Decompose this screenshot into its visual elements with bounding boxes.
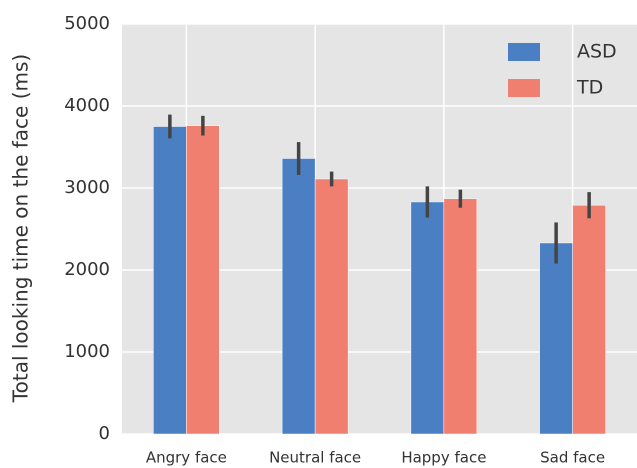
legend-label: TD: [576, 77, 603, 99]
y-tick-label: 5000: [64, 13, 110, 34]
bar: [314, 178, 349, 435]
x-tick-label: Angry face: [146, 449, 227, 467]
x-tick-label: Happy face: [401, 449, 486, 467]
bar: [443, 198, 478, 435]
bar: [186, 125, 220, 435]
x-tick-label: Neutral face: [269, 449, 361, 467]
y-tick-label: 3000: [64, 177, 110, 198]
y-tick-label: 0: [99, 423, 110, 444]
bar: [410, 201, 445, 435]
x-tick-label: Sad face: [540, 449, 605, 467]
bar: [539, 242, 573, 435]
bar: [153, 126, 187, 435]
legend-label: ASD: [577, 41, 617, 63]
y-tick-label: 1000: [64, 341, 110, 362]
bar: [572, 204, 606, 435]
y-tick-label: 4000: [64, 95, 110, 116]
legend-swatch: [508, 43, 540, 61]
legend-swatch: [508, 79, 540, 97]
y-tick-label: 2000: [64, 259, 110, 280]
y-axis-label: Total looking time on the face (ms): [9, 54, 33, 403]
bar: [281, 158, 316, 435]
